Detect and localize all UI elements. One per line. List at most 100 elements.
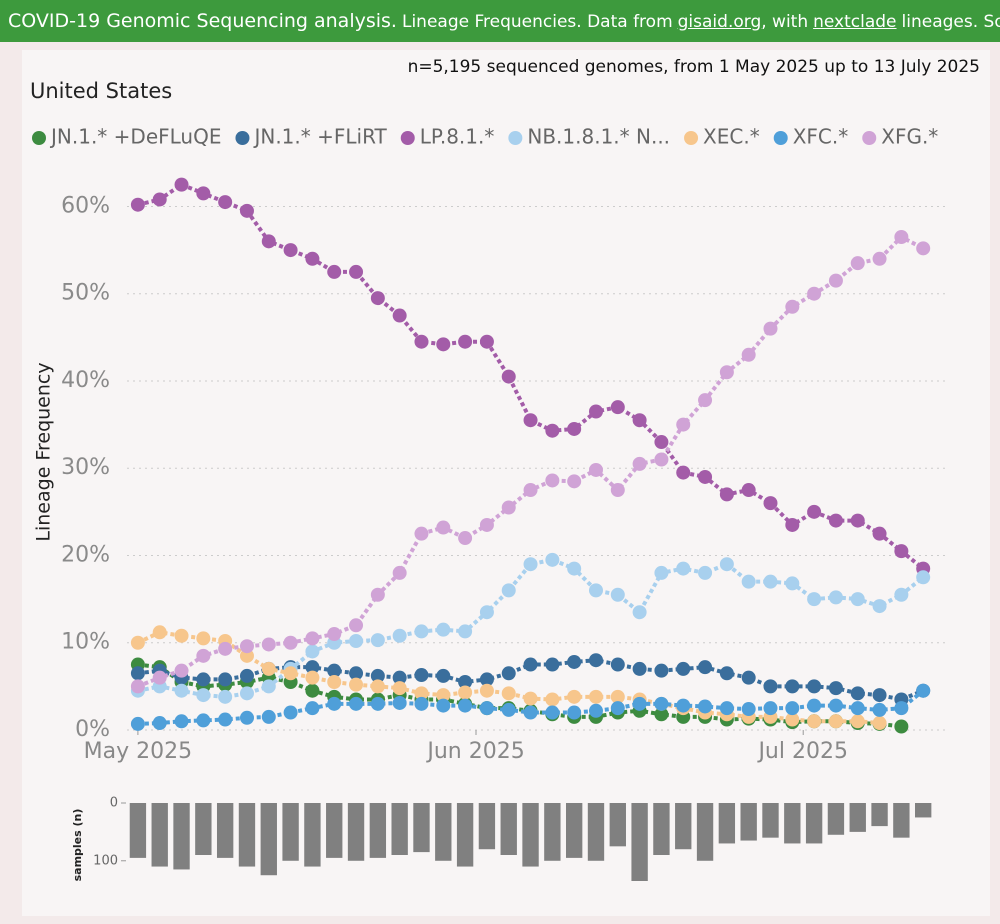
bar	[304, 803, 321, 867]
data-point	[370, 587, 385, 602]
bar	[456, 803, 474, 867]
data-point	[479, 605, 494, 620]
data-point	[719, 487, 734, 502]
bar	[216, 803, 234, 858]
data-point	[327, 696, 342, 711]
data-point	[261, 661, 276, 676]
bar	[478, 803, 496, 850]
data-point	[828, 681, 843, 696]
bar	[195, 803, 212, 855]
data-point	[872, 688, 887, 703]
data-point	[654, 707, 669, 722]
data-point	[174, 683, 189, 698]
data-point	[523, 413, 538, 428]
legend-marker	[400, 131, 415, 145]
data-point	[588, 653, 603, 668]
data-point	[567, 705, 582, 720]
y-tick-label: 10%	[61, 630, 110, 655]
data-point	[501, 369, 516, 384]
y-tick-label: 40%	[61, 368, 110, 393]
y-tick-label: 0%	[75, 717, 110, 742]
data-point	[632, 456, 647, 471]
data-point	[479, 701, 494, 716]
data-point	[349, 666, 364, 681]
data-point	[458, 675, 473, 690]
bar	[696, 803, 714, 861]
data-point	[523, 691, 538, 706]
data-point	[523, 483, 538, 498]
legend-label: NB.1.8.1.* N...	[527, 125, 670, 149]
y-tick-label: 60%	[61, 193, 110, 218]
data-point	[872, 599, 887, 614]
data-point	[218, 672, 233, 687]
y-tick-label: 100	[93, 853, 118, 868]
data-point	[130, 197, 145, 212]
data-point	[785, 712, 800, 727]
y-tick-label: 20%	[61, 542, 110, 567]
data-point	[283, 635, 298, 650]
data-point	[479, 334, 494, 349]
data-point	[196, 713, 211, 728]
gisaid-link[interactable]: gisaid.org	[677, 12, 762, 32]
bar	[238, 803, 256, 867]
bar	[369, 803, 387, 858]
data-point	[152, 670, 167, 685]
data-point	[654, 452, 669, 467]
bar	[173, 803, 190, 870]
data-point	[196, 631, 211, 646]
bar	[326, 803, 343, 858]
data-point	[828, 590, 843, 605]
data-point	[828, 714, 843, 729]
data-point	[828, 698, 843, 713]
bar	[565, 803, 583, 858]
data-point	[632, 696, 647, 711]
data-point	[261, 637, 276, 652]
data-point	[239, 668, 254, 683]
legend-label: XFC.*	[793, 125, 849, 149]
data-point	[239, 710, 254, 725]
data-point	[588, 462, 603, 477]
data-point	[436, 688, 451, 703]
data-point	[479, 517, 494, 532]
data-point	[545, 692, 560, 707]
data-point	[610, 483, 625, 498]
header: COVID-19 Genomic Sequencing analysis. Lin…	[0, 0, 1000, 42]
data-point	[545, 657, 560, 672]
bar	[675, 803, 692, 850]
data-point	[196, 688, 211, 703]
data-point	[218, 689, 233, 704]
data-point	[458, 531, 473, 546]
data-point	[174, 628, 189, 643]
nextclade-link[interactable]: nextclade	[813, 12, 897, 32]
data-point	[807, 679, 822, 694]
data-point	[436, 337, 451, 352]
data-point	[610, 657, 625, 672]
data-point	[218, 641, 233, 656]
data-point	[850, 701, 865, 716]
data-point	[828, 513, 843, 528]
data-point	[610, 689, 625, 704]
data-point	[349, 677, 364, 692]
data-point	[130, 635, 145, 650]
data-point	[785, 679, 800, 694]
data-point	[458, 334, 473, 349]
data-point	[130, 679, 145, 694]
data-point	[349, 618, 364, 633]
y-axis-label: Lineage Frequency	[33, 362, 55, 541]
bar	[827, 803, 845, 835]
data-point	[545, 705, 560, 720]
data-point	[370, 633, 385, 648]
data-point	[261, 679, 276, 694]
chart: n=5,195 sequenced genomes, from 1 May 20…	[22, 50, 990, 916]
data-point	[850, 256, 865, 271]
data-point	[763, 496, 778, 511]
data-point	[741, 670, 756, 685]
data-point	[392, 308, 407, 323]
data-point	[785, 576, 800, 591]
data-point	[763, 679, 778, 694]
data-point	[414, 668, 429, 683]
data-point	[479, 683, 494, 698]
y-tick-label: 50%	[61, 281, 110, 306]
data-point	[523, 657, 538, 672]
data-point	[719, 557, 734, 572]
